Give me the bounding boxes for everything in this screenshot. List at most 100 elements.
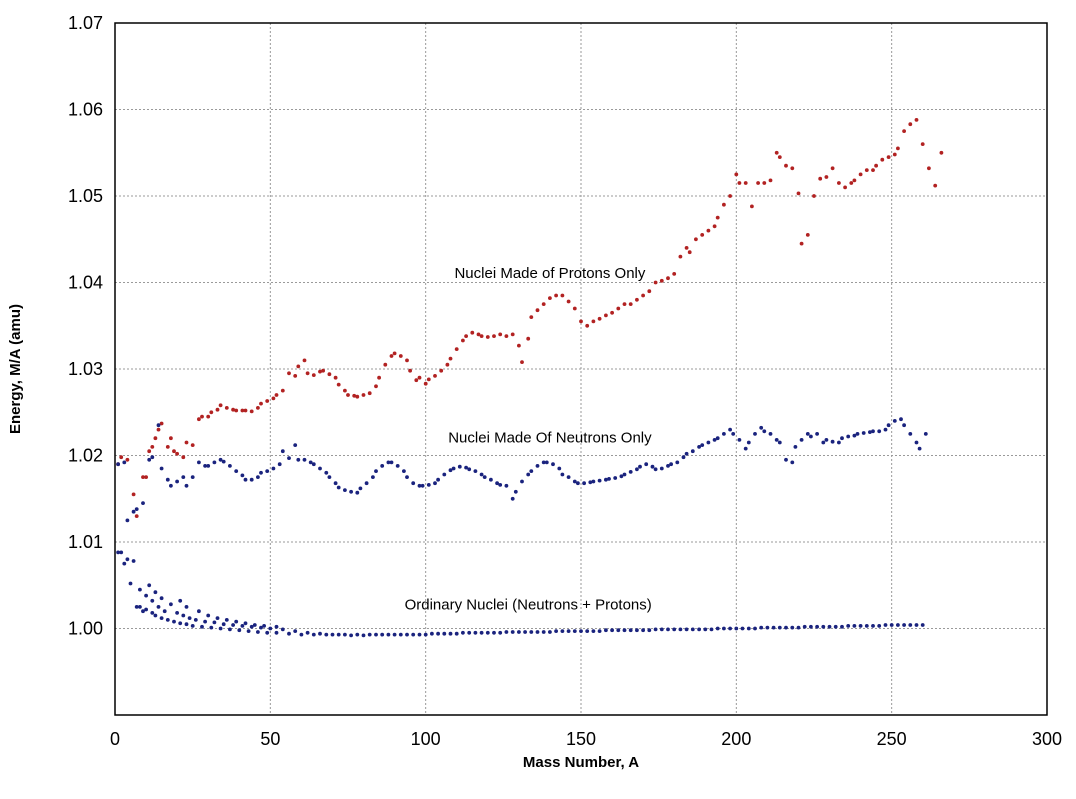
data-point: [893, 419, 897, 423]
data-point: [759, 426, 763, 430]
data-point: [853, 624, 857, 628]
data-point: [554, 294, 558, 298]
data-point: [734, 173, 738, 177]
data-point: [616, 307, 620, 311]
data-point: [387, 633, 391, 637]
data-point: [442, 473, 446, 477]
data-point: [604, 314, 608, 318]
data-point: [303, 359, 307, 363]
data-point: [200, 625, 204, 629]
data-point: [244, 621, 248, 625]
data-point: [194, 618, 198, 622]
data-point: [756, 181, 760, 185]
data-point: [505, 630, 509, 634]
data-point: [831, 440, 835, 444]
data-point: [548, 296, 552, 300]
data-point: [452, 467, 456, 471]
data-point: [561, 473, 565, 477]
data-point: [775, 151, 779, 155]
data-point: [769, 179, 773, 183]
data-point: [200, 415, 204, 419]
data-point: [154, 436, 158, 440]
data-point: [679, 255, 683, 259]
data-point: [191, 443, 195, 447]
data-point: [405, 633, 409, 637]
data-point: [821, 625, 825, 629]
data-point: [884, 428, 888, 432]
data-point: [713, 224, 717, 228]
data-point: [498, 483, 502, 487]
data-point: [800, 242, 804, 246]
data-point: [567, 629, 571, 633]
data-point: [169, 484, 173, 488]
data-point: [784, 626, 788, 630]
data-point: [166, 478, 170, 482]
data-point: [548, 630, 552, 634]
data-point: [641, 628, 645, 632]
data-point: [253, 623, 257, 627]
data-point: [545, 461, 549, 465]
data-point: [837, 181, 841, 185]
x-tick-label: 0: [110, 729, 120, 749]
data-point: [840, 625, 844, 629]
tick-labels: 0 50 100 150 200 250 3001.001.011.021.031.041.…: [68, 13, 1062, 749]
data-point: [635, 628, 639, 632]
data-point: [672, 272, 676, 276]
data-point: [915, 118, 919, 122]
data-point: [644, 462, 648, 466]
data-point: [561, 294, 565, 298]
data-point: [362, 393, 366, 397]
data-point: [206, 614, 210, 618]
data-point: [908, 623, 912, 627]
data-point: [433, 481, 437, 485]
data-point: [160, 616, 164, 620]
data-point: [265, 631, 269, 635]
data-point: [209, 626, 213, 630]
data-point: [371, 475, 375, 479]
data-point: [138, 588, 142, 592]
data-point: [126, 458, 130, 462]
data-point: [455, 632, 459, 636]
data-point: [321, 369, 325, 373]
data-point: [262, 624, 266, 628]
data-point: [166, 445, 170, 449]
data-point: [794, 445, 798, 449]
annotation-label: Nuclei Made Of Neutrons Only: [448, 430, 652, 447]
data-point: [296, 458, 300, 462]
data-point: [216, 616, 220, 620]
data-point: [747, 441, 751, 445]
data-point: [436, 478, 440, 482]
data-point: [172, 620, 176, 624]
data-point: [505, 484, 509, 488]
data-point: [474, 469, 478, 473]
x-tick-label: 50: [260, 729, 280, 749]
data-point: [312, 633, 316, 637]
data-point: [150, 455, 154, 459]
data-point: [486, 335, 490, 339]
data-point: [293, 443, 297, 447]
data-point: [141, 501, 145, 505]
data-point: [722, 627, 726, 631]
data-point: [122, 562, 126, 566]
data-point: [144, 475, 148, 479]
data-point: [511, 630, 515, 634]
y-tick-label: 1.07: [68, 13, 103, 33]
data-point: [722, 432, 726, 436]
data-point: [446, 363, 450, 367]
data-point: [150, 611, 154, 615]
data-point: [293, 374, 297, 378]
data-point: [402, 469, 406, 473]
data-point: [222, 460, 226, 464]
data-point: [635, 467, 639, 471]
data-point: [349, 490, 353, 494]
data-point: [324, 633, 328, 637]
data-point: [818, 177, 822, 181]
data-point: [355, 395, 359, 399]
data-point: [598, 629, 602, 633]
data-point: [213, 461, 217, 465]
data-point: [772, 626, 776, 630]
data-point: [797, 192, 801, 196]
data-point: [483, 475, 487, 479]
data-point: [536, 464, 540, 468]
data-point: [144, 594, 148, 598]
